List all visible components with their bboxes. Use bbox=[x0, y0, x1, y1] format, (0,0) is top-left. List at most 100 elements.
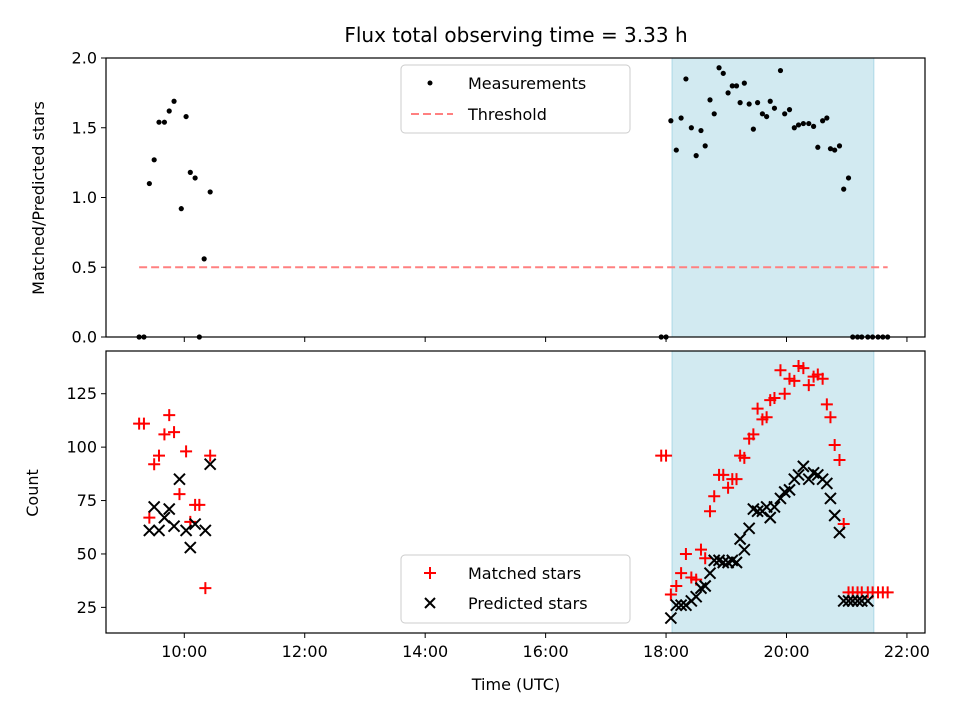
matched-star-point bbox=[881, 586, 894, 599]
measurement-point bbox=[716, 65, 722, 71]
xtick-label: 12:00 bbox=[282, 642, 328, 661]
matched-star-point bbox=[788, 374, 801, 387]
predicted-star-point bbox=[751, 505, 764, 518]
predicted-star-point bbox=[837, 594, 850, 608]
predicted-star-point bbox=[730, 556, 743, 569]
predicted-star-point bbox=[783, 483, 796, 497]
measurement-point bbox=[832, 147, 838, 153]
predicted-star-point bbox=[689, 590, 703, 603]
predicted-star-point bbox=[764, 511, 777, 524]
xtick-label: 14:00 bbox=[402, 642, 448, 661]
top-axis-ticks: 0.0 0.5 1.0 1.5 2.0 bbox=[72, 49, 908, 347]
matched-star-point bbox=[694, 543, 707, 556]
bottom-ylabel: Count bbox=[23, 469, 42, 517]
matched-star-point bbox=[173, 488, 186, 501]
predicted-star-point bbox=[792, 468, 805, 482]
predicted-star-point bbox=[833, 526, 846, 539]
matched-star-point bbox=[797, 362, 810, 375]
legend-marker-matched bbox=[424, 567, 436, 579]
predicted-star-point bbox=[167, 519, 181, 533]
matched-star-point bbox=[704, 505, 717, 518]
measurement-point bbox=[759, 111, 766, 117]
measurement-point bbox=[810, 123, 817, 129]
matched-star-point bbox=[679, 547, 692, 560]
predicted-star-point bbox=[828, 509, 841, 522]
measurement-point bbox=[702, 143, 708, 149]
measurement-point bbox=[207, 189, 213, 195]
measurement-point bbox=[791, 125, 797, 131]
predicted-star-point bbox=[188, 517, 202, 531]
xtick-label: 22:00 bbox=[884, 642, 930, 661]
matched-star-point bbox=[820, 398, 833, 411]
xtick-label: 18:00 bbox=[643, 642, 689, 661]
measurement-point bbox=[187, 169, 193, 175]
measurement-point bbox=[707, 97, 713, 103]
top-legend: Measurements Threshold bbox=[400, 64, 631, 134]
measurement-point bbox=[806, 120, 812, 127]
predicted-star-point bbox=[143, 524, 156, 537]
bottom-ytick-label: 125 bbox=[66, 384, 97, 403]
measurement-point bbox=[729, 83, 735, 89]
matched-star-point bbox=[148, 458, 161, 471]
bottom-axes-frame bbox=[105, 350, 926, 634]
measurement-point bbox=[183, 113, 189, 120]
predicted-star-point bbox=[820, 477, 834, 490]
top-ytick-label: 0.5 bbox=[72, 258, 97, 277]
matched-star-point bbox=[670, 580, 683, 592]
predicted-star-point bbox=[179, 524, 193, 537]
predicted-star-point bbox=[738, 543, 751, 556]
predicted-star-point bbox=[664, 611, 678, 625]
top-ylabel: Matched/Predicted stars bbox=[29, 101, 48, 295]
matched-star-point bbox=[204, 449, 217, 462]
top-highlight-span bbox=[671, 57, 875, 338]
measurement-point bbox=[733, 83, 740, 89]
measurement-point bbox=[750, 126, 756, 132]
matched-star-point bbox=[675, 567, 688, 580]
legend-marker-measurements bbox=[427, 80, 433, 86]
measurement-point bbox=[764, 113, 770, 120]
measurement-point bbox=[725, 90, 731, 96]
predicted-star-point bbox=[703, 566, 717, 580]
predicted-star-point bbox=[199, 524, 212, 537]
measurement-point bbox=[777, 67, 784, 74]
predicted-star-point bbox=[717, 556, 730, 569]
predicted-star-point bbox=[670, 599, 683, 612]
measurement-point bbox=[771, 105, 778, 111]
matched-star-point bbox=[747, 428, 760, 441]
legend-label-threshold: Threshold bbox=[467, 105, 547, 124]
measurement-point bbox=[146, 180, 152, 187]
predicted-star-point bbox=[733, 532, 747, 546]
xtick-label: 16:00 bbox=[523, 642, 569, 661]
measurement-point bbox=[693, 153, 699, 159]
measurement-point bbox=[720, 70, 726, 76]
measurement-point bbox=[178, 206, 184, 212]
matched-star-point bbox=[774, 364, 787, 377]
predicted-star-point bbox=[861, 594, 874, 608]
matched-star-point bbox=[158, 428, 171, 441]
measurement-point bbox=[786, 107, 793, 113]
matched-star-point bbox=[137, 417, 150, 430]
predicted-star-point bbox=[173, 472, 186, 486]
matched-star-point bbox=[168, 426, 181, 439]
matched-star-point bbox=[824, 411, 837, 424]
legend-label-measurements: Measurements bbox=[468, 74, 586, 93]
matched-star-point bbox=[660, 449, 673, 462]
top-ytick-label: 1.5 bbox=[72, 118, 97, 137]
matched-star-point bbox=[816, 372, 829, 385]
top-observing-window bbox=[671, 57, 875, 338]
top-ytick-label: 2.0 bbox=[72, 49, 97, 68]
predicted-star-point bbox=[851, 594, 864, 608]
predicted-star-point bbox=[846, 594, 859, 608]
bottom-xlabel: Time (UTC) bbox=[471, 675, 560, 694]
measurement-point bbox=[782, 111, 788, 117]
bottom-legend: Matched stars Predicted stars bbox=[400, 554, 631, 624]
measurement-point bbox=[156, 119, 162, 125]
matched-star-point bbox=[708, 490, 721, 503]
predicted-star-point bbox=[184, 541, 197, 554]
measurement-point bbox=[795, 122, 802, 128]
matched-star-point bbox=[730, 473, 743, 486]
matched-star-point bbox=[738, 451, 751, 464]
measurement-point bbox=[151, 157, 157, 163]
measurement-point bbox=[754, 100, 761, 106]
matched-star-point bbox=[193, 498, 206, 511]
